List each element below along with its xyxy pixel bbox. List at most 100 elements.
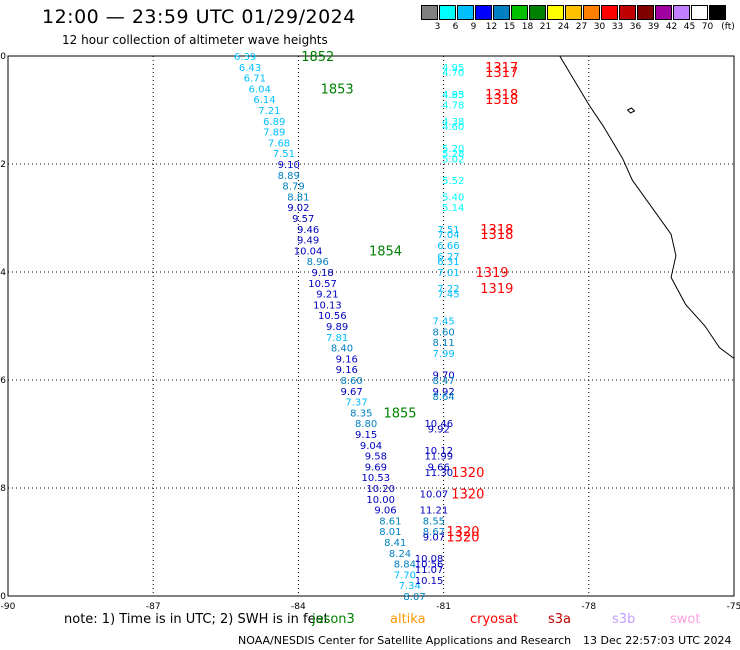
wave-height-value: 9.21 bbox=[316, 290, 338, 301]
wave-height-value: 10.56 bbox=[318, 311, 347, 322]
wave-height-value: 10.57 bbox=[308, 279, 337, 290]
wave-height-value: 10.46 bbox=[424, 419, 453, 430]
wave-height-value: 11.30 bbox=[424, 468, 453, 479]
wave-height-value: 10.13 bbox=[313, 300, 342, 311]
wave-height-value: 9.57 bbox=[292, 214, 314, 225]
wave-height-value: 9.92 bbox=[428, 425, 450, 436]
colorbar-tick-label: 45 bbox=[683, 22, 696, 32]
colorbar-tick-label: 70 bbox=[701, 22, 714, 32]
pass-number-label: 1319 bbox=[480, 282, 513, 297]
wave-height-value: 10.08 bbox=[415, 554, 444, 565]
wave-height-value: 4.93 bbox=[442, 90, 464, 101]
wave-height-value: 10.04 bbox=[294, 246, 323, 257]
wave-height-value: 5.02 bbox=[442, 155, 464, 166]
wave-height-value: 8.60 bbox=[341, 376, 363, 387]
pass-number-label: 1853 bbox=[321, 82, 354, 97]
wave-height-value: 10.07 bbox=[420, 489, 449, 500]
map-subtitle: 12 hour collection of altimeter wave hei… bbox=[62, 33, 328, 47]
pass-number-label: 1318 bbox=[485, 93, 518, 108]
colorbar-swatch bbox=[637, 5, 654, 20]
wave-height-value: 5.28 bbox=[442, 149, 464, 160]
colorbar-tick-label: 15 bbox=[503, 22, 516, 32]
timestamp: 13 Dec 22:57:03 UTC 2024 bbox=[583, 634, 732, 647]
colorbar-tick-label: 36 bbox=[629, 22, 642, 32]
wave-height-value: 8.07 bbox=[403, 592, 425, 603]
wave-height-value: 8.64 bbox=[432, 392, 454, 403]
wave-height-value: 9.69 bbox=[365, 462, 387, 473]
colorbar-tick-label: 18 bbox=[521, 22, 534, 32]
colorbar-tick-label: 33 bbox=[611, 22, 624, 32]
wave-height-value: 7.70 bbox=[394, 570, 416, 581]
colorbar-swatch bbox=[619, 5, 636, 20]
wave-height-value: 7.34 bbox=[399, 581, 421, 592]
wave-height-value: 8.81 bbox=[287, 192, 309, 203]
wave-height-value: 7.51 bbox=[437, 225, 459, 236]
colorbar-swatch bbox=[511, 5, 528, 20]
wave-height-value: 11.21 bbox=[420, 506, 449, 517]
wave-height-value: 9.16 bbox=[336, 365, 358, 376]
wave-height-value: 8.96 bbox=[307, 257, 329, 268]
wave-height-value: 8.60 bbox=[432, 327, 454, 338]
lat-label: -10 bbox=[0, 52, 6, 62]
lon-label: -81 bbox=[436, 602, 451, 612]
colorbar-tick-label: 30 bbox=[593, 22, 606, 32]
wave-height-value: 4.60 bbox=[442, 122, 464, 133]
lat-label: -14 bbox=[0, 268, 6, 278]
wave-height-value: 10.12 bbox=[424, 446, 453, 457]
wave-height-value: 9.18 bbox=[311, 268, 333, 279]
wave-height-value: 10.56 bbox=[415, 560, 444, 571]
satellite-legend-swot: swot bbox=[670, 612, 701, 627]
wave-height-value: 9.89 bbox=[326, 322, 348, 333]
wave-height-value: 9.06 bbox=[374, 506, 396, 517]
wave-height-value: 9.04 bbox=[360, 441, 382, 452]
wave-height-value: 10.15 bbox=[415, 576, 444, 587]
colorbar-swatch bbox=[601, 5, 618, 20]
wave-height-value: 6.27 bbox=[437, 252, 459, 263]
wave-height-value: 8.67 bbox=[423, 527, 445, 538]
wave-height-value: 7.68 bbox=[268, 138, 290, 149]
wave-height-value: 7.01 bbox=[437, 268, 459, 279]
colorbar-tick-label: 9 bbox=[470, 22, 477, 32]
colorbar-tick-label: 42 bbox=[665, 22, 678, 32]
map-title: 12:00 — 23:59 UTC 01/29/2024 bbox=[42, 6, 356, 28]
wave-height-value: 8.41 bbox=[384, 538, 406, 549]
pass-number-label: 1855 bbox=[383, 406, 416, 421]
satellite-legend-s3a: s3a bbox=[548, 612, 572, 627]
wave-height-value: 7.89 bbox=[263, 128, 285, 139]
satellite-legend-jason3: jason3 bbox=[312, 612, 355, 627]
wave-height-value: 7.45 bbox=[437, 290, 459, 301]
wave-height-value: 9.67 bbox=[341, 387, 363, 398]
colorbar-tick-label: 12 bbox=[485, 22, 498, 32]
lon-label: -75 bbox=[727, 602, 740, 612]
wave-height-value: 5.52 bbox=[442, 176, 464, 187]
lat-label: -18 bbox=[0, 484, 6, 494]
lon-label: -90 bbox=[1, 602, 16, 612]
pass-number-label: 1320 bbox=[451, 487, 484, 502]
wave-height-value: 5.20 bbox=[442, 144, 464, 155]
wave-height-value: 7.45 bbox=[432, 317, 454, 328]
wave-height-value: 8.89 bbox=[278, 171, 300, 182]
pass-number-label: 1317 bbox=[485, 66, 518, 81]
wave-height-value: 6.43 bbox=[239, 63, 261, 74]
wave-height-value: 8.84 bbox=[394, 560, 416, 571]
colorbar-tick-label: 21 bbox=[539, 22, 552, 32]
wave-height-value: 6.31 bbox=[437, 257, 459, 268]
wave-height-value: 7.37 bbox=[345, 398, 367, 409]
pass-number-label: 1318 bbox=[480, 228, 513, 243]
lat-label: -20 bbox=[0, 592, 6, 602]
wave-height-value: 7.99 bbox=[432, 349, 454, 360]
wave-height-value: 10.53 bbox=[362, 473, 391, 484]
wave-height-value: 8.47 bbox=[432, 376, 454, 387]
wave-height-value: 6.66 bbox=[437, 241, 459, 252]
lon-label: -84 bbox=[291, 602, 306, 612]
wave-height-value: 8.80 bbox=[355, 419, 377, 430]
pass-number-label: 1852 bbox=[301, 50, 334, 65]
wave-height-value: 8.40 bbox=[331, 344, 353, 355]
wave-height-value: 9.49 bbox=[297, 236, 319, 247]
pass-number-label: 1320 bbox=[446, 525, 479, 540]
map-frame bbox=[7, 55, 735, 597]
colorbar-unit: (ft) bbox=[721, 22, 735, 32]
wave-height-value: 8.61 bbox=[379, 516, 401, 527]
wave-height-value: 9.16 bbox=[336, 354, 358, 365]
